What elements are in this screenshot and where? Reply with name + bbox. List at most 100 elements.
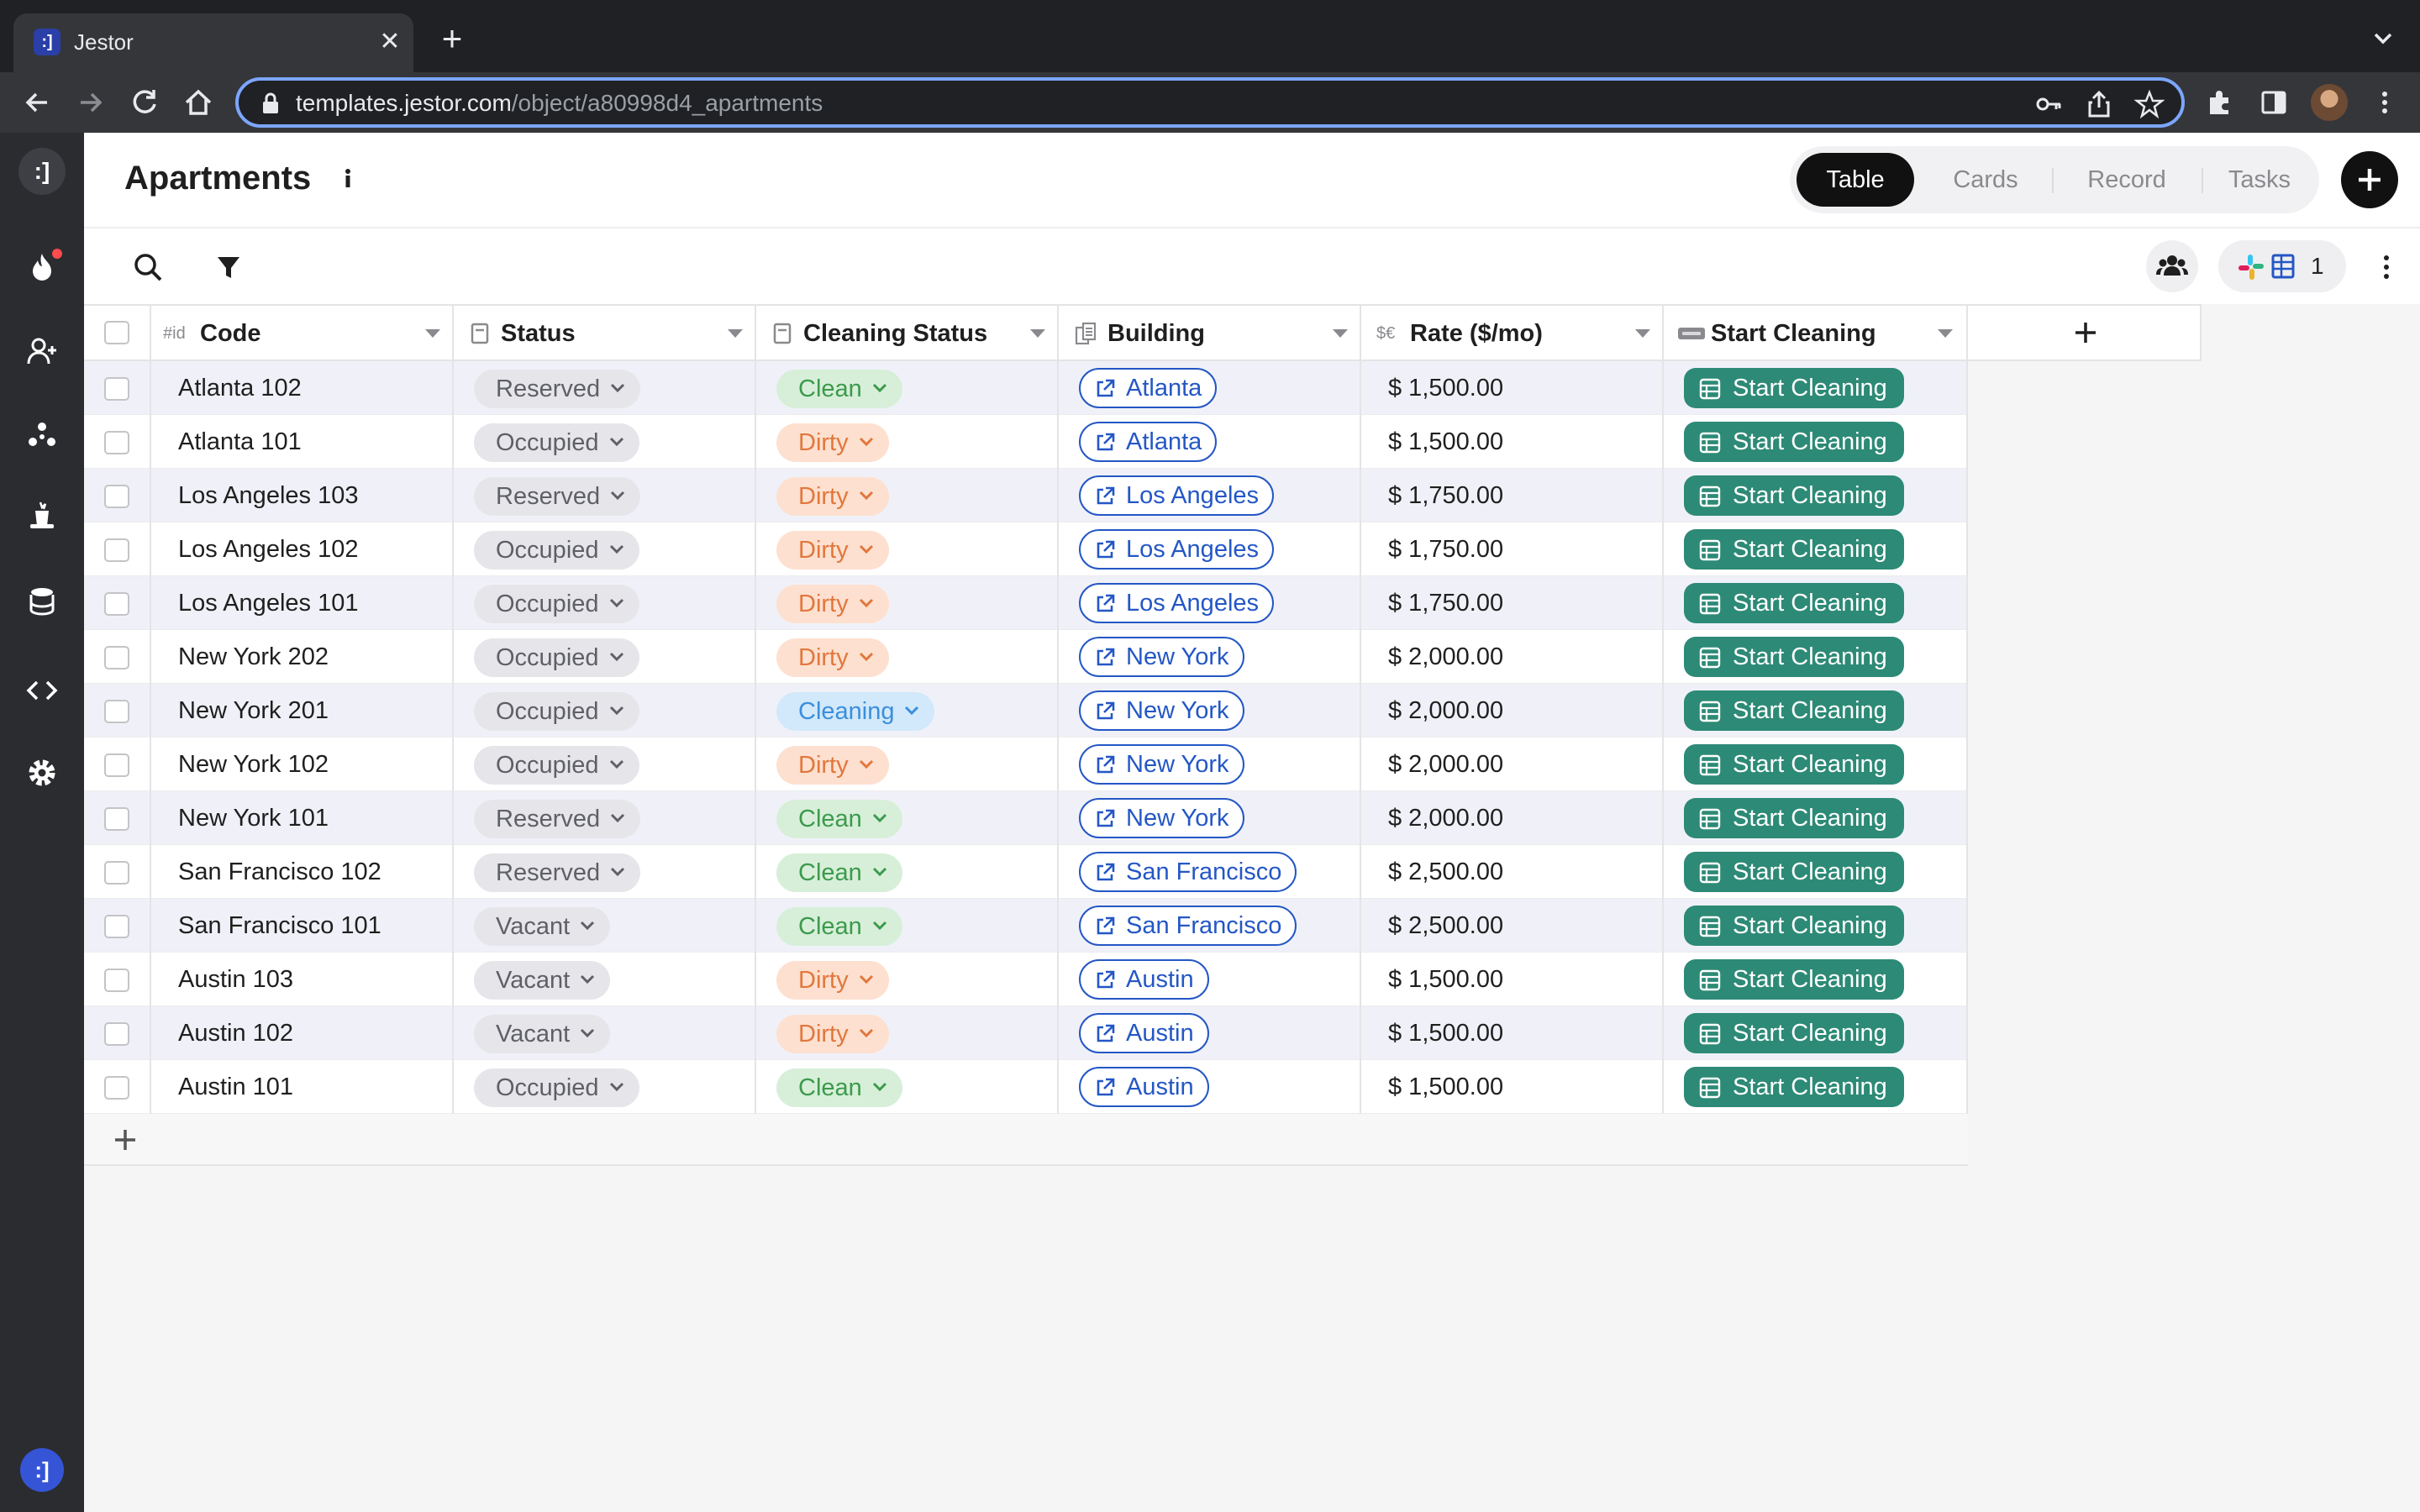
building-cell[interactable]: Austin <box>1059 1006 1361 1060</box>
add-row-button[interactable] <box>84 1114 1968 1166</box>
table-row[interactable]: New York 102 Occupied Dirty New York $ 2,000… <box>84 738 1968 791</box>
table-row[interactable]: New York 202 Occupied Dirty New York $ 2,000… <box>84 630 1968 684</box>
status-select[interactable]: Occupied <box>474 692 639 731</box>
code-cell[interactable]: San Francisco 102 <box>151 845 454 899</box>
code-cell[interactable]: New York 102 <box>151 738 454 791</box>
status-select[interactable]: Vacant <box>474 907 611 946</box>
start-cleaning-button[interactable]: Start Cleaning <box>1684 1067 1904 1107</box>
bookmark-star-icon[interactable] <box>2133 89 2165 119</box>
status-select[interactable]: Occupied <box>474 746 639 785</box>
rate-cell[interactable]: $ 2,500.00 <box>1361 845 1664 899</box>
tab-table[interactable]: Table <box>1797 153 1914 207</box>
code-cell[interactable]: Los Angeles 102 <box>151 522 454 576</box>
table-row[interactable]: Austin 102 Vacant Dirty Austin $ 1,500.00 Sta… <box>84 1006 1968 1060</box>
table-row[interactable]: Austin 101 Occupied Clean Austin $ 1,500.00 S… <box>84 1060 1968 1114</box>
column-header-rate[interactable]: $€ Rate ($/mo) <box>1361 306 1664 361</box>
status-cell[interactable]: Occupied <box>454 415 756 469</box>
row-checkbox[interactable] <box>104 915 129 938</box>
code-cell[interactable]: Austin 102 <box>151 1006 454 1060</box>
cleaning-status-select[interactable]: Clean <box>776 1068 902 1107</box>
start-cleaning-button[interactable]: Start Cleaning <box>1684 906 1904 946</box>
building-cell[interactable]: Atlanta <box>1059 361 1361 415</box>
database-icon[interactable] <box>25 585 59 618</box>
browser-tab[interactable]: :] Jestor ✕ <box>13 13 413 72</box>
reload-icon[interactable] <box>124 82 165 123</box>
gear-icon[interactable] <box>25 756 59 790</box>
building-link[interactable]: Los Angeles <box>1079 475 1275 516</box>
building-link[interactable]: New York <box>1079 798 1244 838</box>
status-select[interactable]: Occupied <box>474 531 639 570</box>
start-cleaning-button[interactable]: Start Cleaning <box>1684 744 1904 785</box>
column-header-building[interactable]: Building <box>1059 306 1361 361</box>
status-cell[interactable]: Vacant <box>454 1006 756 1060</box>
nodes-icon[interactable] <box>25 418 59 452</box>
row-checkbox[interactable] <box>104 431 129 454</box>
cleaning-status-select[interactable]: Dirty <box>776 961 889 1000</box>
cleaning-status-select[interactable]: Cleaning <box>776 692 935 731</box>
more-options-icon[interactable] <box>2370 250 2403 284</box>
row-checkbox[interactable] <box>104 1022 129 1046</box>
status-select[interactable]: Vacant <box>474 1015 611 1053</box>
rate-cell[interactable]: $ 1,750.00 <box>1361 576 1664 630</box>
column-header-cleaning-status[interactable]: Cleaning Status <box>756 306 1059 361</box>
building-cell[interactable]: Los Angeles <box>1059 522 1361 576</box>
status-cell[interactable]: Occupied <box>454 1060 756 1114</box>
cleaning-status-cell[interactable]: Dirty <box>756 576 1059 630</box>
status-select[interactable]: Occupied <box>474 585 639 623</box>
code-cell[interactable]: Atlanta 101 <box>151 415 454 469</box>
help-bot-icon[interactable]: :] <box>20 1448 64 1492</box>
row-checkbox[interactable] <box>104 377 129 401</box>
tab-cards[interactable]: Cards <box>1953 166 2018 193</box>
jestor-logo-icon[interactable]: :] <box>18 148 66 195</box>
rate-cell[interactable]: $ 1,750.00 <box>1361 522 1664 576</box>
status-cell[interactable]: Occupied <box>454 576 756 630</box>
column-menu-caret-icon[interactable] <box>425 329 440 338</box>
select-all-checkbox[interactable] <box>104 321 129 344</box>
cleaning-status-cell[interactable]: Dirty <box>756 415 1059 469</box>
status-cell[interactable]: Occupied <box>454 738 756 791</box>
building-cell[interactable]: Los Angeles <box>1059 469 1361 522</box>
add-record-button[interactable] <box>2341 151 2398 208</box>
share-icon[interactable] <box>2084 89 2114 119</box>
column-header-code[interactable]: #id Code <box>151 306 454 361</box>
rate-cell[interactable]: $ 2,000.00 <box>1361 738 1664 791</box>
table-row[interactable]: San Francisco 101 Vacant Clean San Francisc… <box>84 899 1968 953</box>
rate-cell[interactable]: $ 1,500.00 <box>1361 953 1664 1006</box>
code-cell[interactable]: Los Angeles 103 <box>151 469 454 522</box>
start-cleaning-button[interactable]: Start Cleaning <box>1684 529 1904 570</box>
cleaning-status-select[interactable]: Clean <box>776 370 902 408</box>
tab-search-chevron-icon[interactable] <box>2366 22 2400 55</box>
building-link[interactable]: San Francisco <box>1079 852 1297 892</box>
cleaning-status-select[interactable]: Clean <box>776 907 902 946</box>
status-select[interactable]: Reserved <box>474 853 641 892</box>
tab-record[interactable]: Record <box>2087 166 2166 193</box>
add-column-button[interactable] <box>1968 304 2202 361</box>
cleaning-status-select[interactable]: Dirty <box>776 477 889 516</box>
rate-cell[interactable]: $ 1,500.00 <box>1361 361 1664 415</box>
row-checkbox[interactable] <box>104 592 129 616</box>
start-cleaning-button[interactable]: Start Cleaning <box>1684 959 1904 1000</box>
start-cleaning-button[interactable]: Start Cleaning <box>1684 852 1904 892</box>
rate-cell[interactable]: $ 1,500.00 <box>1361 1006 1664 1060</box>
table-row[interactable]: Los Angeles 101 Occupied Dirty Los Angeles $… <box>84 576 1968 630</box>
start-cleaning-button[interactable]: Start Cleaning <box>1684 475 1904 516</box>
code-cell[interactable]: Austin 101 <box>151 1060 454 1114</box>
building-link[interactable]: Austin <box>1079 1067 1209 1107</box>
status-select[interactable]: Reserved <box>474 370 641 408</box>
building-link[interactable]: Atlanta <box>1079 422 1218 462</box>
extensions-puzzle-icon[interactable] <box>2205 87 2235 118</box>
status-select[interactable]: Occupied <box>474 638 639 677</box>
cleaning-status-cell[interactable]: Clean <box>756 361 1059 415</box>
table-row[interactable]: Austin 103 Vacant Dirty Austin $ 1,500.00 Sta… <box>84 953 1968 1006</box>
code-icon[interactable] <box>25 674 59 707</box>
status-cell[interactable]: Occupied <box>454 684 756 738</box>
row-checkbox[interactable] <box>104 1076 129 1100</box>
start-cleaning-button[interactable]: Start Cleaning <box>1684 583 1904 623</box>
table-row[interactable]: Los Angeles 102 Occupied Dirty Los Angeles $… <box>84 522 1968 576</box>
home-icon[interactable] <box>178 82 218 123</box>
address-bar[interactable]: templates.jestor.com/object/a80998d4_apa… <box>235 77 2185 128</box>
building-link[interactable]: New York <box>1079 744 1244 785</box>
cleaning-status-cell[interactable]: Clean <box>756 845 1059 899</box>
status-select[interactable]: Occupied <box>474 423 639 462</box>
building-cell[interactable]: Atlanta <box>1059 415 1361 469</box>
